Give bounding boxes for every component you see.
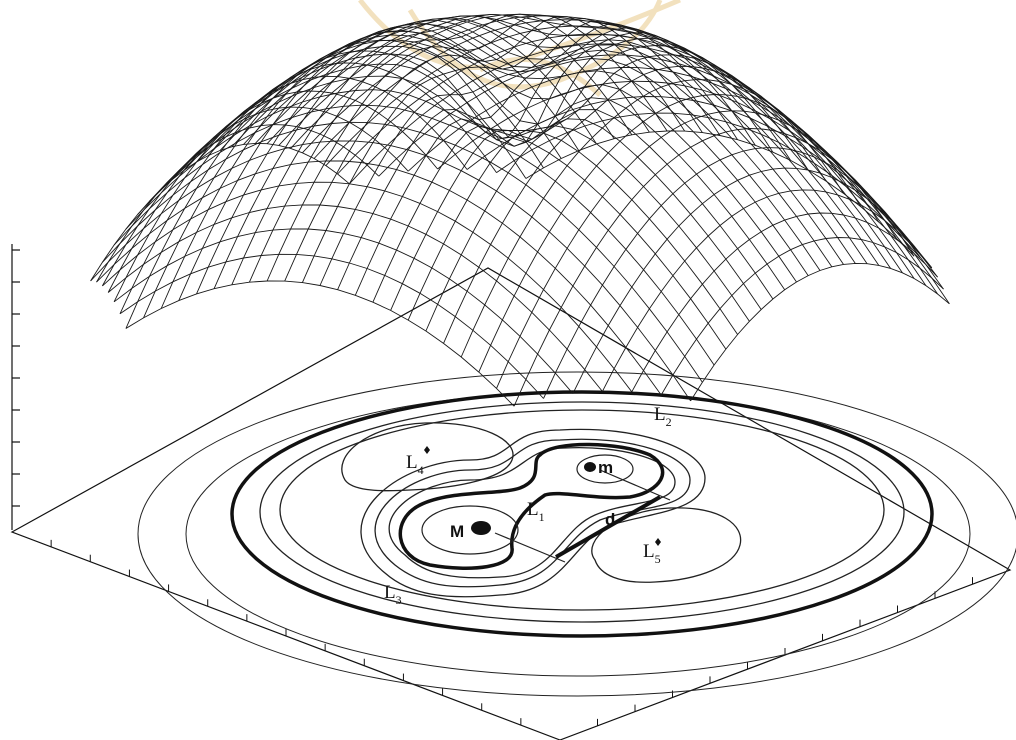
mesh-line (302, 15, 903, 274)
mesh-line (207, 30, 809, 276)
mesh-line (248, 13, 650, 283)
mesh-line (349, 43, 950, 305)
mesh-line (160, 53, 762, 310)
z-axis (11, 244, 20, 530)
mass-line-big (494, 532, 566, 563)
mesh-line (278, 13, 880, 266)
label-l2: L2 (654, 404, 672, 429)
mesh-line (137, 75, 738, 335)
mesh-line (496, 110, 897, 389)
mesh-line (378, 54, 944, 290)
mesh-line (90, 140, 691, 402)
mesh-line (113, 228, 574, 394)
mesh-line (407, 67, 938, 278)
mesh-line (219, 26, 821, 271)
mesh-line (437, 80, 933, 269)
mass-line-small (599, 469, 671, 501)
label-separation: d (605, 510, 615, 529)
mesh-line (107, 204, 603, 392)
mesh-line (313, 19, 915, 279)
mesh-line (337, 33, 938, 295)
label-l1: L1 (527, 499, 545, 524)
big-mass-dot (471, 521, 491, 535)
mesh-line (102, 121, 703, 383)
potential-surface-mesh (90, 13, 950, 407)
l5-marker (655, 538, 661, 546)
mesh-line (466, 96, 927, 262)
mesh-line (113, 104, 715, 366)
label-big-mass: M (450, 522, 464, 541)
mesh-line (496, 112, 921, 258)
roche-lobe-figure-eight (398, 442, 665, 570)
mesh-line (125, 89, 727, 350)
label-l4: L4 (406, 452, 424, 477)
inner-contours (259, 401, 905, 623)
small-mass-lobe-inner (576, 454, 634, 484)
mesh-line (631, 212, 938, 393)
outer-contour (137, 371, 1016, 697)
mesh-line (196, 34, 797, 283)
mesh-line (119, 253, 544, 399)
big-mass-lobe-inner (421, 505, 519, 555)
mesh-line (525, 130, 915, 257)
outer-contour-2 (185, 391, 971, 677)
mesh-line (96, 160, 662, 396)
separation-marker (555, 495, 661, 559)
label-small-mass: m (598, 458, 613, 477)
mesh-line (254, 17, 856, 264)
mesh-line (543, 147, 921, 399)
mesh-line (125, 280, 515, 407)
mesh-line (102, 181, 633, 393)
plane-edge-ticks (50, 539, 973, 726)
small-mass-dot (584, 462, 596, 472)
mesh-line (149, 63, 750, 322)
base-plane (10, 267, 1012, 740)
mesh-line (96, 124, 380, 283)
mesh-line (690, 262, 950, 402)
mesh-line (425, 54, 827, 332)
label-l3: L3 (384, 582, 402, 607)
mesh-line (243, 19, 844, 265)
l4-marker (424, 446, 430, 454)
l4-contour (341, 422, 514, 492)
thick-outer-contour (230, 390, 934, 638)
label-l5: L5 (643, 541, 661, 566)
